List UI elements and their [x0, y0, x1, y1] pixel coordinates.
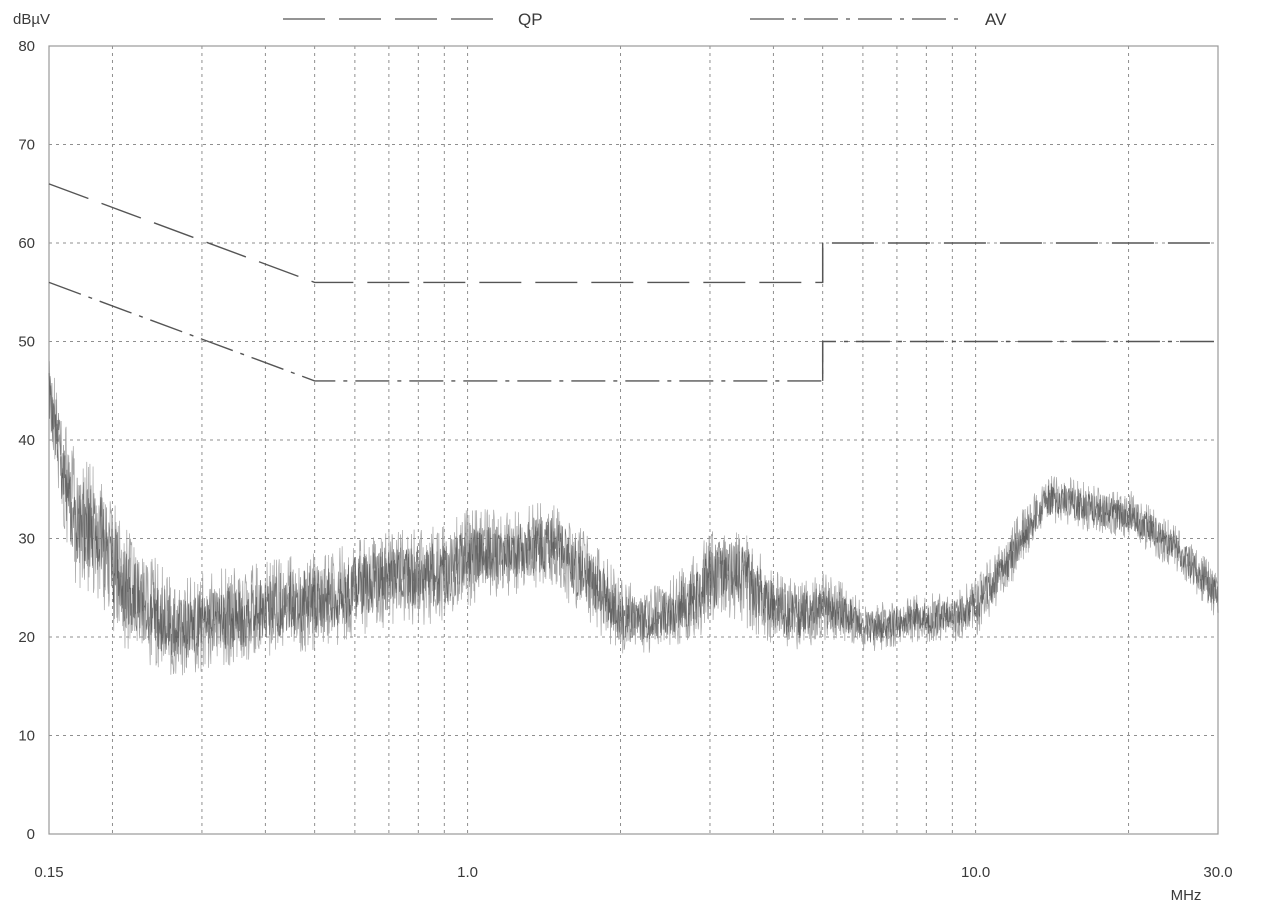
grid-layer [49, 46, 1218, 834]
y-tick-label: 20 [18, 629, 35, 646]
y-tick-label: 50 [18, 334, 35, 351]
y-tick-label: 30 [18, 531, 35, 548]
x-tick-label: 0.15 [34, 864, 63, 881]
y-tick-label: 60 [18, 235, 35, 252]
y-tick-label: 40 [18, 432, 35, 449]
y-tick-label: 0 [27, 826, 35, 843]
y-axis-tick-labels: 0 10 20 30 40 50 60 70 80 [18, 38, 35, 843]
x-tick-label: 30.0 [1203, 864, 1232, 881]
x-axis-tick-labels: 0.15 1.0 10.0 30.0 [34, 864, 1232, 881]
plot-frame [48, 45, 1219, 835]
limit-lines-layer [48, 183, 1218, 382]
measurement-trace-layer [48, 361, 1219, 676]
y-tick-label: 70 [18, 137, 35, 154]
limit-line-qp [48, 183, 1218, 284]
measurement-trace-dark [48, 373, 1219, 658]
x-axis-label: MHz [1171, 887, 1202, 904]
y-tick-label: 10 [18, 728, 35, 745]
y-axis-label: dBµV [13, 11, 50, 28]
limit-line-av [48, 281, 1218, 382]
x-tick-label: 1.0 [457, 864, 478, 881]
legend-qp-label: QP [518, 10, 543, 29]
y-tick-label: 80 [18, 38, 35, 55]
legend: QP AV [283, 10, 1007, 29]
plot-border [48, 45, 1219, 835]
x-tick-label: 10.0 [961, 864, 990, 881]
legend-av-label: AV [985, 10, 1007, 29]
